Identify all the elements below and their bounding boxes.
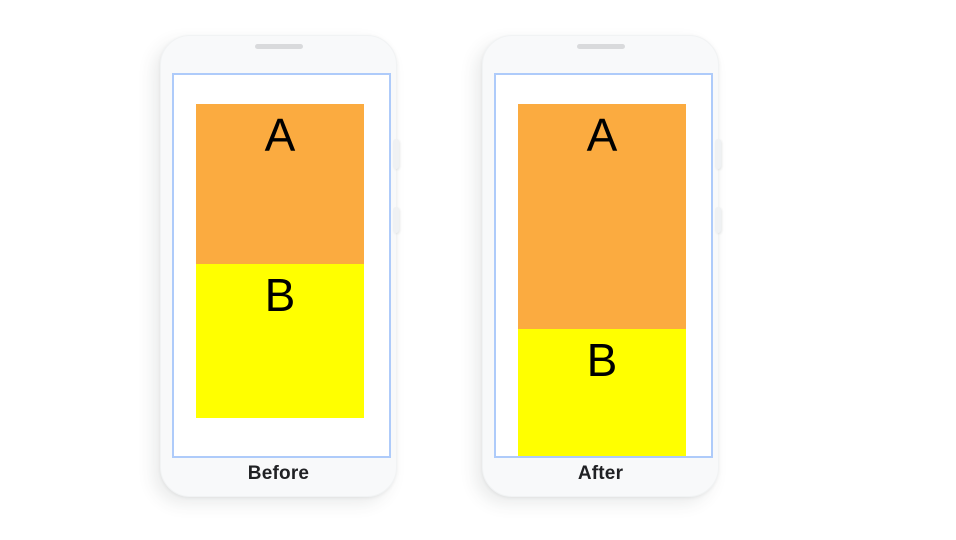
power-button bbox=[393, 207, 399, 233]
screen-content: A B bbox=[518, 104, 686, 456]
power-button bbox=[715, 207, 721, 233]
phone-label-before: Before bbox=[247, 463, 310, 484]
block-letter: A bbox=[586, 109, 618, 161]
block-letter: B bbox=[264, 269, 296, 321]
volume-button bbox=[393, 139, 399, 169]
speaker-slit bbox=[576, 44, 625, 49]
content-block-b: B bbox=[196, 264, 364, 418]
content-block-b: B bbox=[518, 329, 686, 456]
screen-content: A B bbox=[196, 104, 364, 418]
phone-mockup-before: A B Before bbox=[160, 35, 399, 497]
content-block-a: A bbox=[518, 104, 686, 329]
phone-mockup-after: A B After bbox=[482, 35, 721, 497]
block-letter: A bbox=[264, 109, 296, 161]
volume-button bbox=[715, 139, 721, 169]
phone-screen-viewport: A B bbox=[494, 73, 713, 458]
speaker-slit bbox=[254, 44, 303, 49]
phone-screen-viewport: A B bbox=[172, 73, 391, 458]
phone-label-after: After bbox=[577, 463, 624, 484]
block-letter: B bbox=[586, 334, 618, 386]
content-block-a: A bbox=[196, 104, 364, 264]
